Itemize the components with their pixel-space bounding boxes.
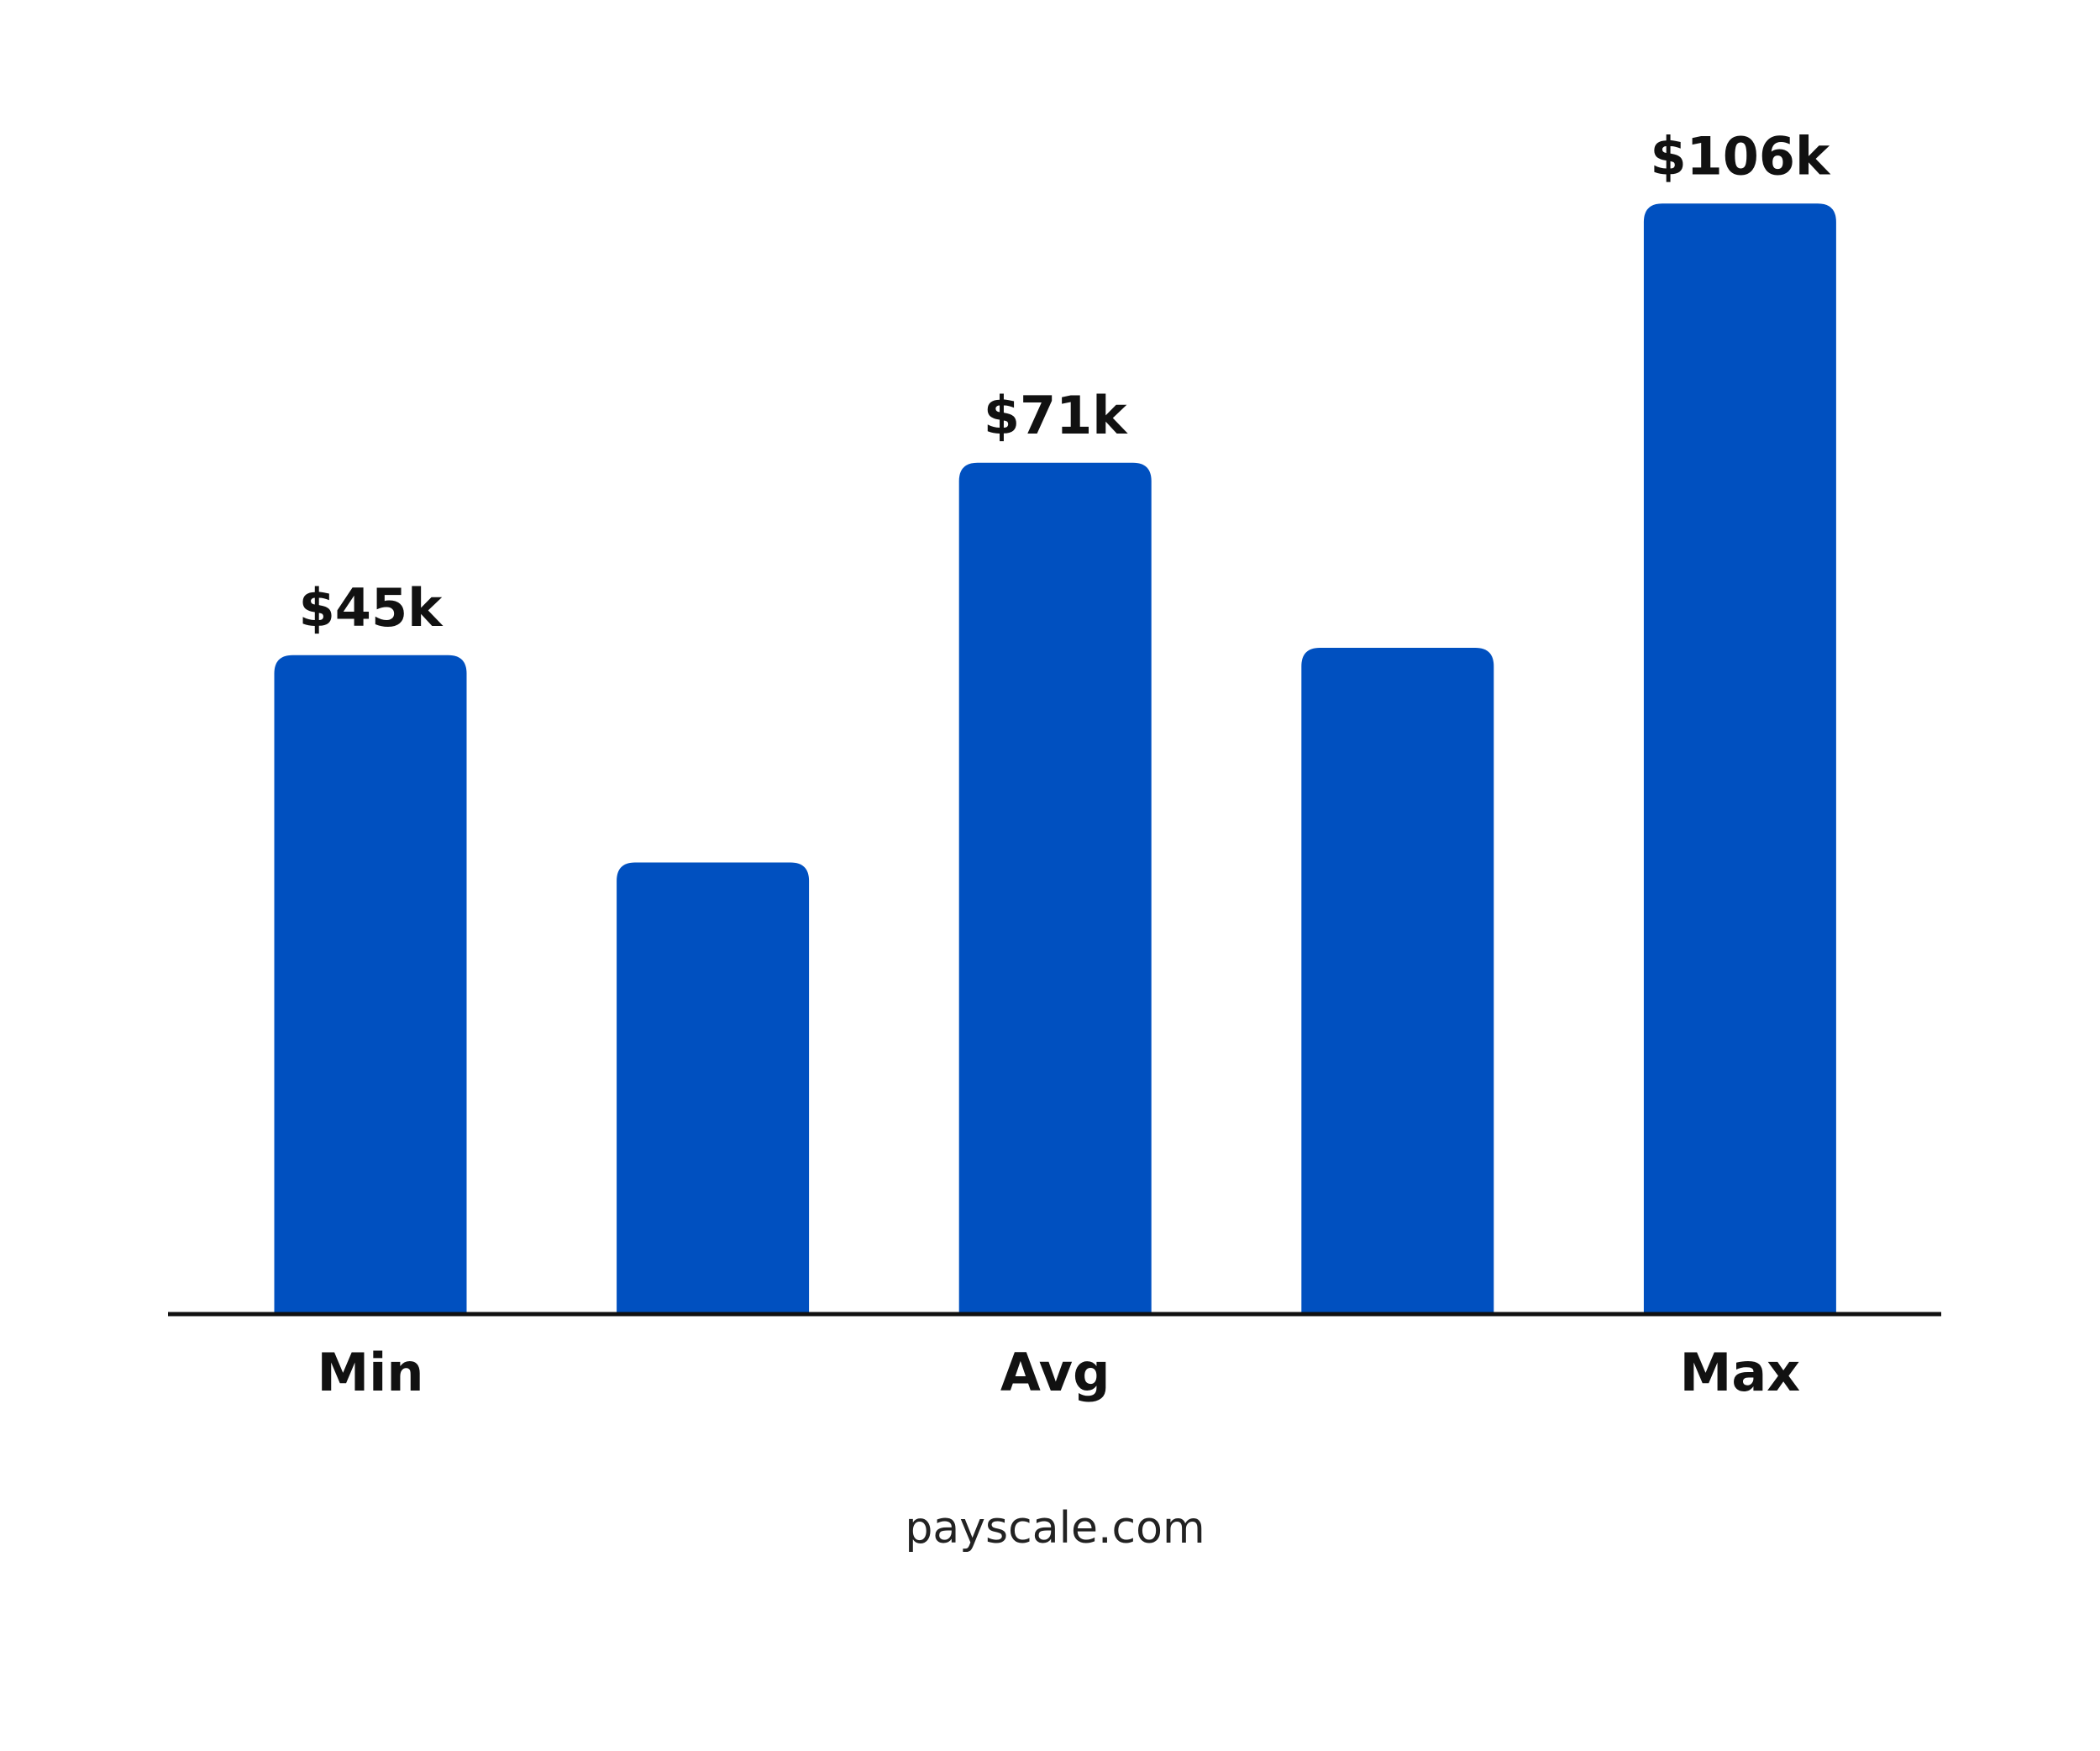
value-label: $106k: [1651, 125, 1832, 187]
value-label: $71k: [984, 385, 1128, 446]
value-label: $45k: [299, 577, 444, 639]
bar: [274, 655, 467, 1314]
source: payscale.com: [905, 1503, 1205, 1554]
x-tick-label: Max: [1680, 1342, 1801, 1403]
x-tick-label: Avg: [1000, 1342, 1110, 1403]
bar: [1643, 203, 1836, 1314]
x-tick-label: Min: [317, 1342, 423, 1403]
bar: [1301, 647, 1494, 1314]
bar: [958, 462, 1152, 1314]
bar: [617, 862, 810, 1314]
